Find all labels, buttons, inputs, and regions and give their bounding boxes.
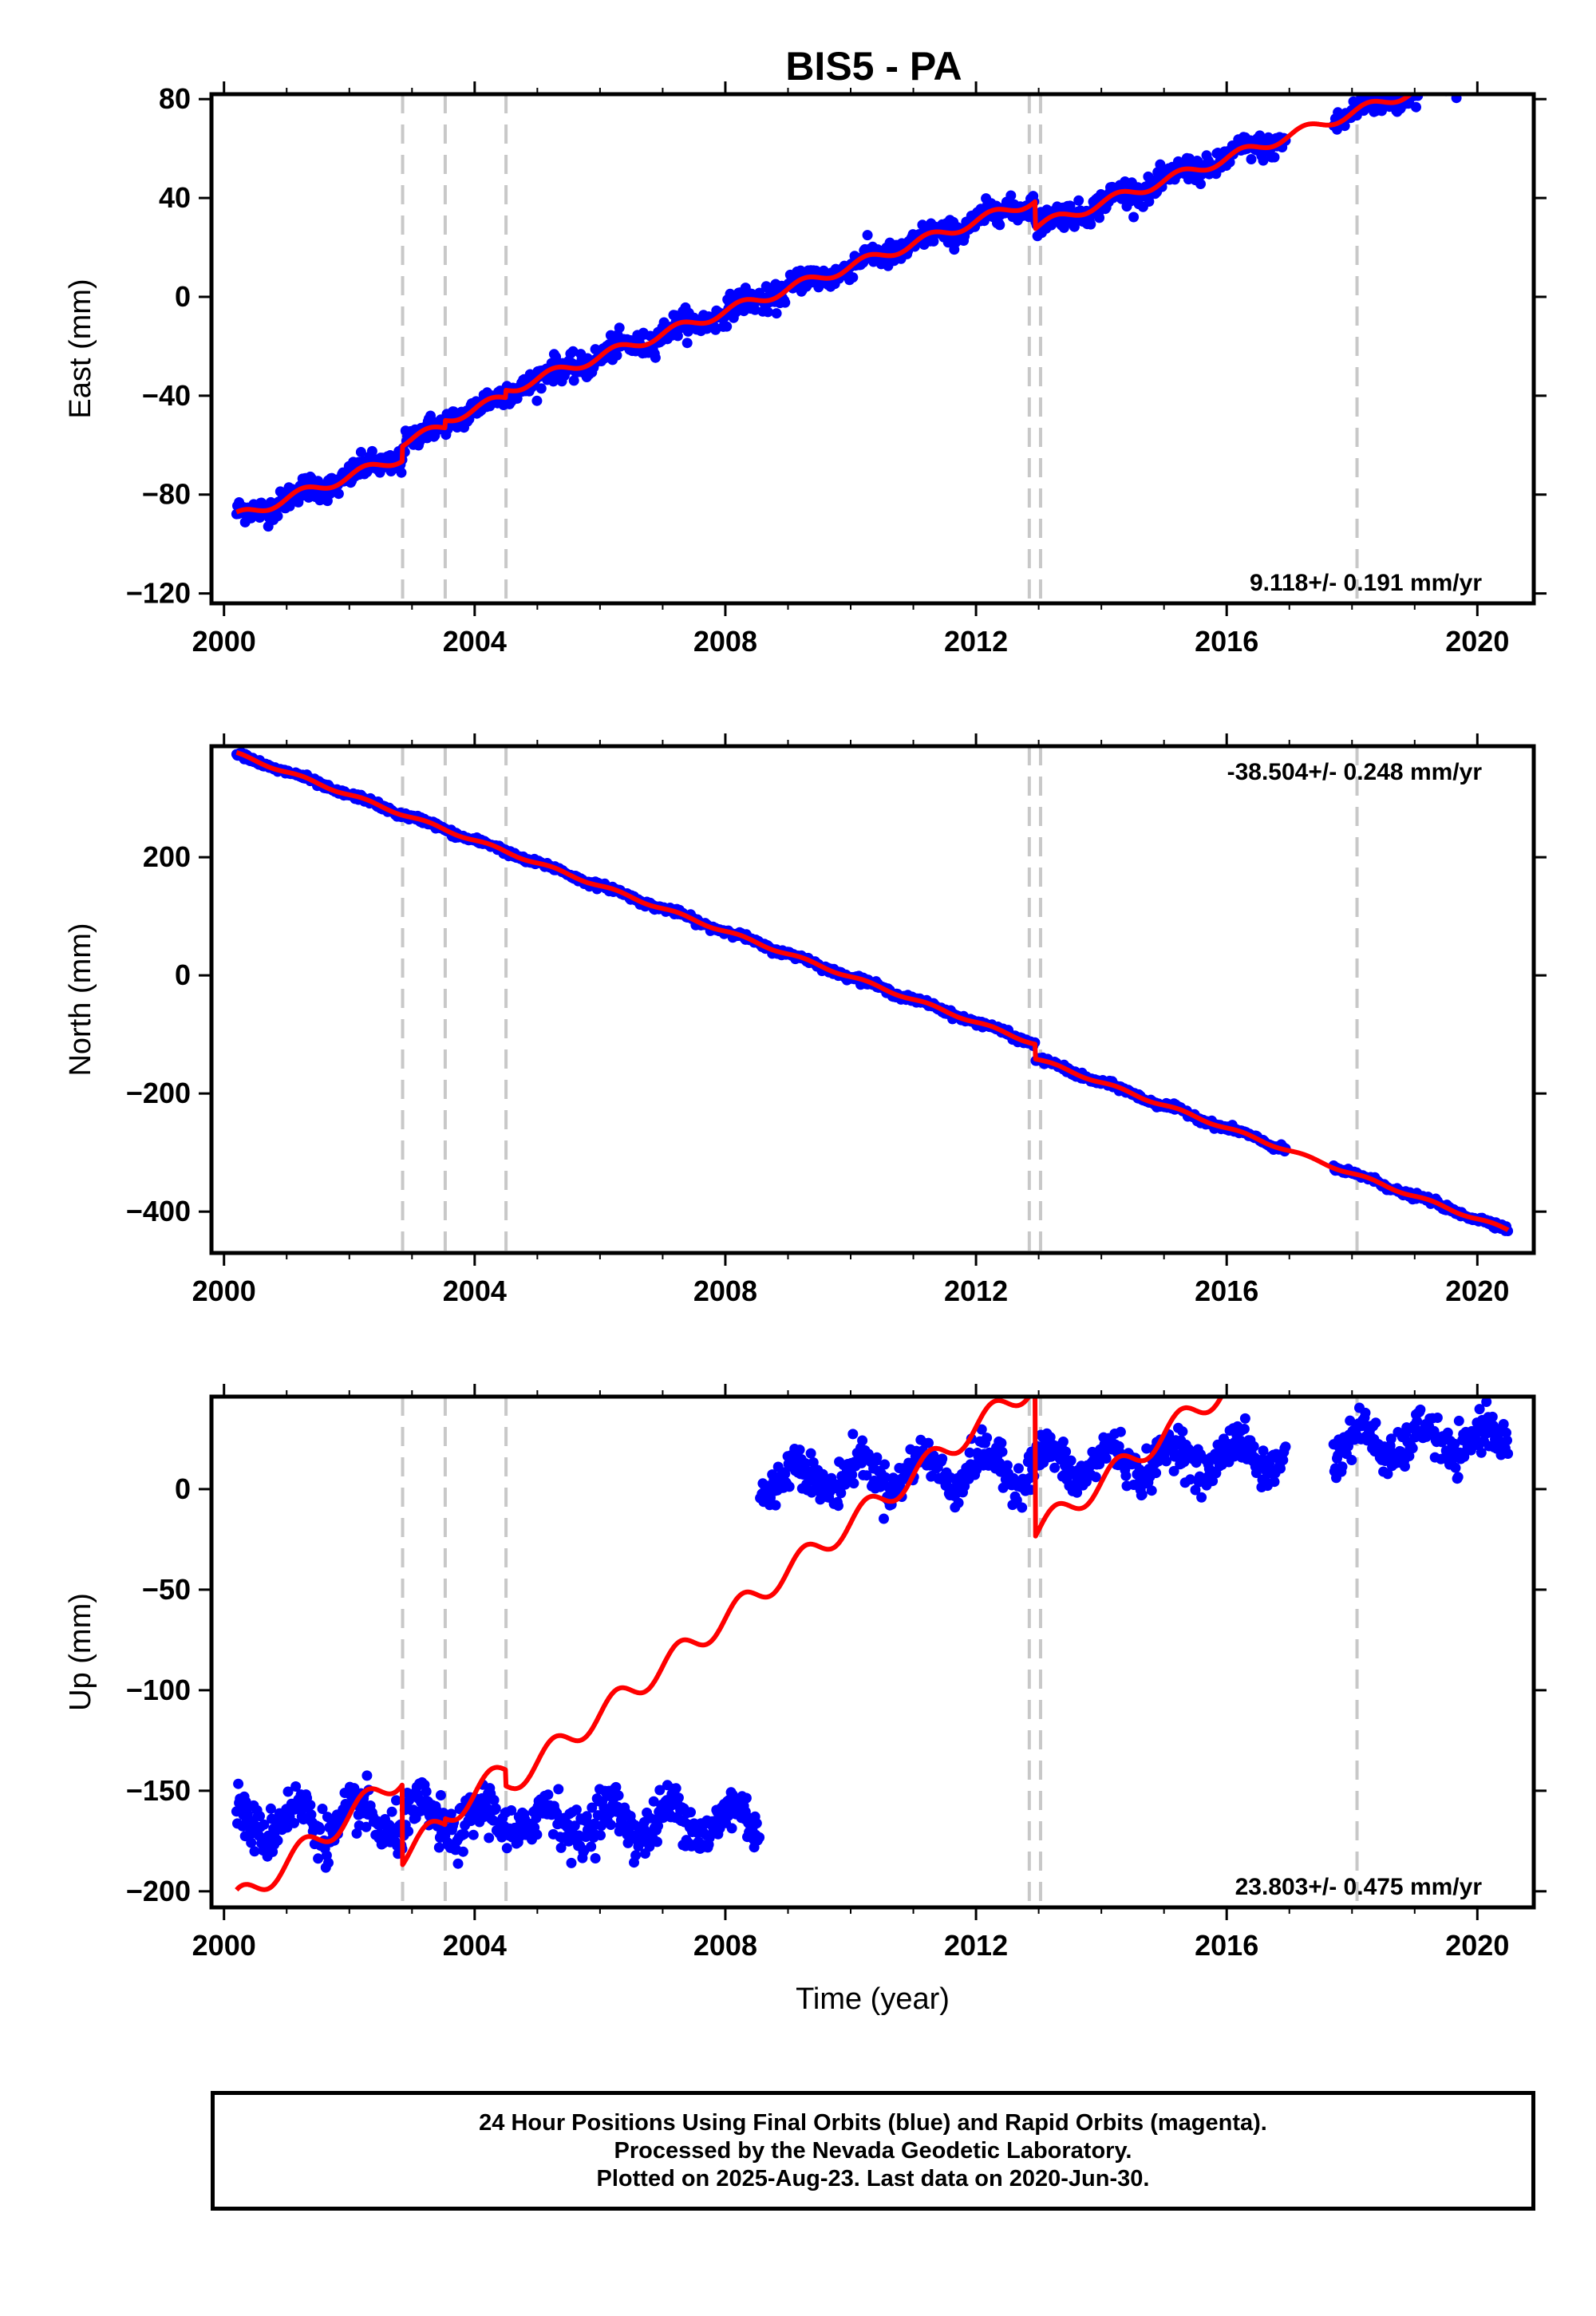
x-tick-label: 2004 xyxy=(443,625,507,658)
x-tick-label: 2020 xyxy=(1445,1929,1509,1962)
caption-line-2: Processed by the Nevada Geodetic Laborat… xyxy=(614,2137,1132,2164)
model-fit-line xyxy=(235,1397,1224,1892)
y-tick-label: 0 xyxy=(175,1472,191,1505)
x-tick-label: 2016 xyxy=(1195,1275,1258,1307)
x-tick-label: 2008 xyxy=(693,1275,757,1307)
x-tick-label: 2004 xyxy=(443,1275,507,1307)
final-orbit-points xyxy=(231,1397,1514,1873)
x-tick-label: 2000 xyxy=(192,1275,256,1307)
y-tick-label: 200 xyxy=(143,840,191,873)
panel-east: 2000 2004 2008 2012 2016 2020 −120 −80 −40 0 40 80 E… xyxy=(64,81,1547,658)
y-tick-label: −200 xyxy=(126,1077,191,1109)
x-tick-label: 2004 xyxy=(443,1929,507,1962)
y-axis-label: North (mm) xyxy=(64,923,97,1076)
plot-frame xyxy=(209,92,1536,606)
final-orbit-points xyxy=(231,94,1462,532)
y-tick-label: −120 xyxy=(126,577,191,610)
final-orbit-markers xyxy=(231,1397,1514,1873)
velocity-label: 9.118+/- 0.191 mm/yr xyxy=(1250,570,1482,596)
x-tick-label: 2008 xyxy=(693,625,757,658)
caption-line-3: Plotted on 2025-Aug-23. Last data on 202… xyxy=(596,2165,1150,2192)
x-tick-label: 2020 xyxy=(1445,625,1509,658)
x-tick-label: 2012 xyxy=(944,1275,1008,1307)
x-tick-label: 2000 xyxy=(192,1929,256,1962)
y-tick-label: −200 xyxy=(126,1875,191,1907)
y-tick-label: 0 xyxy=(175,280,191,313)
y-axis-label: East (mm) xyxy=(64,279,97,418)
final-orbit-markers xyxy=(231,94,1462,532)
panel-up: 2000 2004 2008 2012 2016 2020 −200 −150 −100 −50 0… xyxy=(64,1384,1547,2016)
x-tick-label: 2016 xyxy=(1195,1929,1258,1962)
y-tick-label: −50 xyxy=(142,1573,191,1606)
x-tick-label: 2020 xyxy=(1445,1275,1509,1307)
plot-frame xyxy=(209,1394,1536,1910)
y-tick-label: −150 xyxy=(126,1774,191,1807)
plot-area xyxy=(231,746,1514,1253)
plot-frame xyxy=(209,744,1536,1255)
x-tick-label: 2012 xyxy=(944,625,1008,658)
x-tick-label: 2008 xyxy=(693,1929,757,1962)
velocity-label: 23.803+/- 0.475 mm/yr xyxy=(1235,1874,1483,1900)
y-tick-label: −400 xyxy=(126,1195,191,1227)
x-tick-label: 2012 xyxy=(944,1929,1008,1962)
y-tick-label: −40 xyxy=(142,379,191,412)
panel-north: 2000 2004 2008 2012 2016 2020 −400 −200 0 200 Nort… xyxy=(64,733,1547,1307)
x-tick-label: 2000 xyxy=(192,625,256,658)
plot-area xyxy=(231,1397,1514,1907)
caption-box: 24 Hour Positions Using Final Orbits (bl… xyxy=(211,2091,1535,2211)
x-axis-label: Time (year) xyxy=(796,1982,950,2016)
y-tick-label: 40 xyxy=(159,181,191,214)
model-fit-line xyxy=(235,750,1511,1232)
chart-title: BIS5 - PA xyxy=(785,44,962,89)
model-fit-line xyxy=(235,94,1415,515)
x-tick-label: 2016 xyxy=(1195,625,1258,658)
y-tick-label: −100 xyxy=(126,1674,191,1706)
plot-area xyxy=(231,94,1462,603)
y-axis-label: Up (mm) xyxy=(64,1593,97,1711)
caption-line-1: 24 Hour Positions Using Final Orbits (bl… xyxy=(479,2109,1267,2136)
y-tick-label: 80 xyxy=(159,82,191,115)
y-tick-label: 0 xyxy=(175,958,191,991)
velocity-label: -38.504+/- 0.248 mm/yr xyxy=(1227,759,1483,785)
y-tick-label: −80 xyxy=(142,478,191,511)
